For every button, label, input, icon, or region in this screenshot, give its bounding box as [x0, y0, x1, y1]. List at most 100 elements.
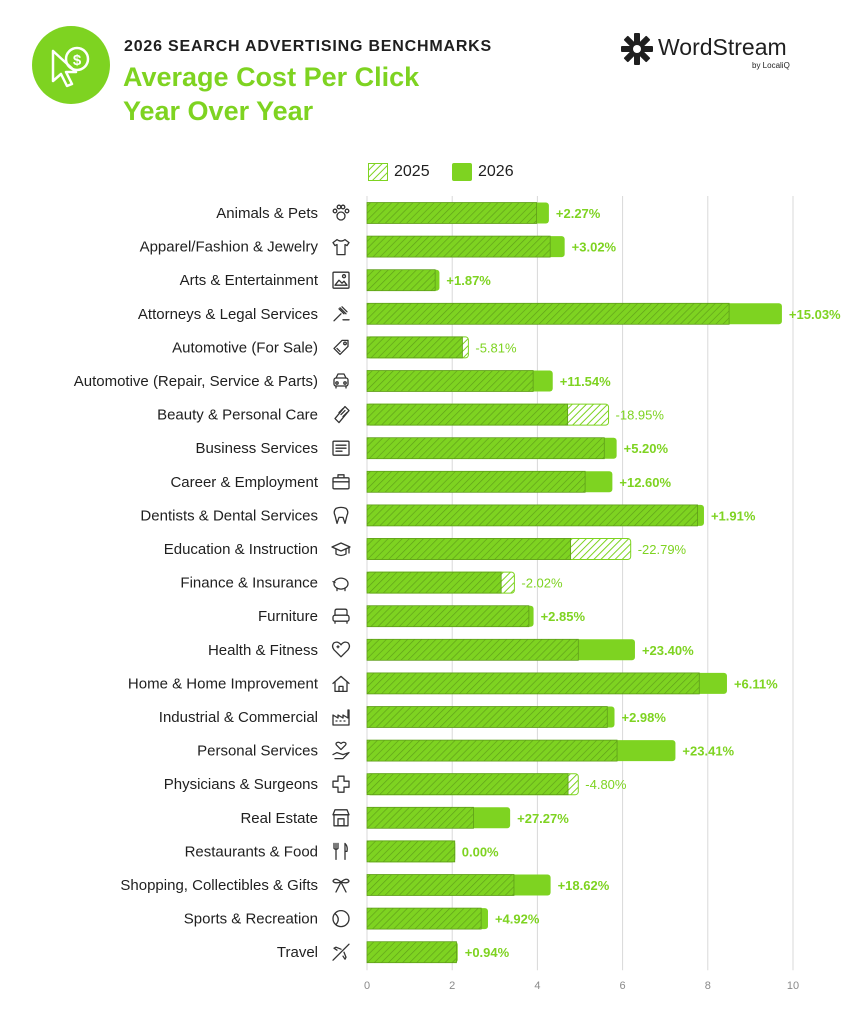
- brand-name: WordStream: [658, 34, 787, 60]
- change-label: +1.91%: [711, 508, 756, 523]
- legend-swatch-hatched: [368, 163, 388, 181]
- bar-2026: [366, 773, 569, 796]
- bar-2026: [366, 571, 502, 594]
- change-label: +18.62%: [558, 878, 610, 893]
- category-label: Travel: [277, 944, 318, 961]
- category-label: Finance & Insurance: [180, 575, 318, 592]
- change-label: +27.27%: [517, 811, 569, 826]
- brand-tagline: by LocaliQ: [752, 61, 790, 70]
- change-label: +15.03%: [789, 307, 841, 322]
- category-label: Furniture: [258, 608, 318, 625]
- bar-2025: [366, 605, 530, 628]
- bar-2026: [366, 403, 569, 426]
- category-label: Physicians & Surgeons: [164, 776, 318, 793]
- category-label: Personal Services: [197, 743, 318, 760]
- change-label: -5.81%: [475, 340, 517, 355]
- comb-icon: [334, 405, 350, 424]
- report-subtitle: 2026 SEARCH ADVERTISING BENCHMARKS: [124, 38, 492, 55]
- legend-label-2025: 2025: [394, 163, 430, 180]
- tshirt-icon: [332, 238, 350, 256]
- brand-logo: WordStream by LocaliQ: [620, 32, 800, 72]
- legend-item-2026: 2026: [452, 162, 514, 182]
- gavel-icon: [333, 306, 350, 322]
- bar-2025: [366, 437, 605, 460]
- svg-text:$: $: [73, 52, 82, 69]
- house-icon: [332, 675, 350, 693]
- x-tick-label: 10: [787, 980, 799, 992]
- bar-2025: [366, 874, 515, 896]
- category-label: Attorneys & Legal Services: [138, 306, 318, 323]
- bar-2025: [366, 739, 618, 762]
- x-tick-label: 6: [620, 980, 626, 992]
- category-label: Shopping, Collectibles & Gifts: [120, 877, 318, 894]
- category-label: Apparel/Fashion & Jewelry: [140, 239, 319, 256]
- category-label: Automotive (For Sale): [172, 339, 318, 356]
- factory-icon: [332, 709, 350, 726]
- change-label: +4.92%: [495, 912, 540, 927]
- title-line-1: Average Cost Per Click: [123, 62, 420, 92]
- graduation-cap-icon: [331, 542, 351, 557]
- change-label: +23.40%: [642, 643, 694, 658]
- bar-2025: [366, 504, 698, 527]
- bar-2025: [366, 806, 474, 829]
- change-label: +3.02%: [572, 240, 617, 255]
- change-label: -4.80%: [585, 777, 627, 792]
- category-label: Restaurants & Food: [185, 843, 318, 860]
- x-tick-label: 4: [534, 980, 540, 992]
- car-icon: [333, 373, 349, 389]
- airplane-icon: [332, 943, 350, 961]
- change-label: +6.11%: [734, 676, 778, 691]
- bar-2025: [366, 907, 482, 930]
- utensils-icon: [333, 842, 348, 861]
- change-label: +2.27%: [556, 206, 601, 221]
- paw-icon: [332, 204, 350, 221]
- gift-bow-icon: [332, 878, 350, 893]
- category-label: Career & Employment: [170, 474, 318, 491]
- cursor-dollar-badge: $: [32, 26, 110, 104]
- change-label: +5.20%: [624, 441, 669, 456]
- category-label: Automotive (Repair, Service & Parts): [74, 373, 318, 390]
- bar-2025: [366, 941, 457, 964]
- category-label: Dentists & Dental Services: [140, 507, 318, 524]
- bar-2025: [366, 706, 608, 728]
- change-label: +23.41%: [682, 744, 734, 759]
- picture-icon: [332, 271, 350, 289]
- x-tick-label: 0: [364, 980, 370, 992]
- legend-swatch-solid: [452, 163, 472, 181]
- legend-item-2025: 2025: [368, 162, 430, 182]
- change-label: +2.98%: [622, 710, 667, 725]
- cursor-dollar-icon: $: [51, 46, 90, 88]
- bar-2025: [366, 470, 586, 493]
- category-label: Business Services: [195, 440, 318, 457]
- tooth-icon: [333, 506, 349, 525]
- category-label: Industrial & Commercial: [159, 709, 318, 726]
- change-label: +0.94%: [465, 945, 510, 960]
- change-label: -2.02%: [521, 576, 563, 591]
- change-label: +12.60%: [619, 475, 671, 490]
- document-icon: [332, 440, 350, 456]
- category-label: Education & Instruction: [164, 541, 318, 558]
- category-label: Beauty & Personal Care: [157, 407, 318, 424]
- category-label: Arts & Entertainment: [180, 272, 319, 289]
- report-title: Average Cost Per Click Year Over Year: [123, 60, 419, 128]
- bar-2025: [366, 235, 551, 258]
- bar-2025: [366, 672, 700, 695]
- title-line-2: Year Over Year: [123, 96, 314, 126]
- medical-cross-icon: [332, 775, 350, 793]
- change-label: -18.95%: [616, 408, 665, 423]
- bar-2025: [366, 302, 730, 325]
- category-label: Home & Home Improvement: [128, 675, 319, 692]
- bar-2026: [366, 538, 572, 560]
- bar-2026: [366, 840, 456, 863]
- change-label: -22.79%: [638, 542, 687, 557]
- category-label: Sports & Recreation: [184, 911, 318, 928]
- ball-icon: [332, 909, 350, 928]
- bar-2025: [366, 202, 537, 224]
- tag-icon: [333, 339, 349, 356]
- piggy-bank-icon: [332, 577, 349, 592]
- change-label: 0.00%: [462, 844, 499, 859]
- heart-icon: [331, 641, 351, 658]
- bar-2025: [366, 269, 436, 292]
- change-label: +1.87%: [446, 273, 491, 288]
